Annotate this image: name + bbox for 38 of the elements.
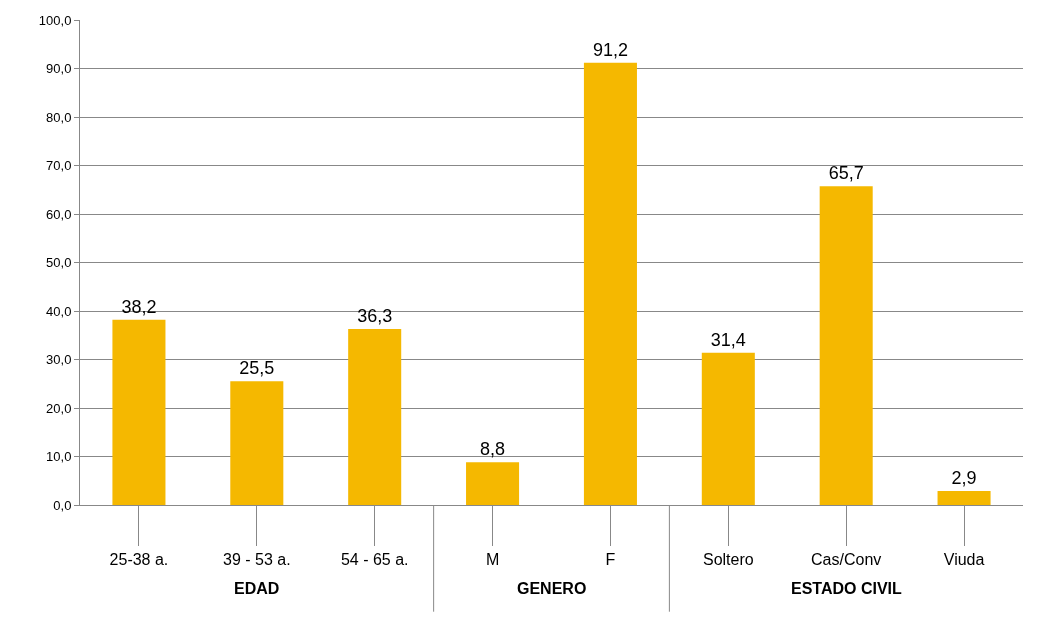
x-tick-label: Soltero [702,551,754,569]
data-label: 25,5 [239,358,275,379]
y-tick-label: 60,0 [46,206,72,222]
y-tick-label: 70,0 [46,158,72,174]
bar [112,319,166,505]
data-label: 65,7 [828,163,864,184]
data-label: 8,8 [480,439,506,460]
y-tick-label: 0,0 [53,497,72,513]
x-tick-label: Cas/Conv [811,551,882,569]
data-label: 91,2 [592,39,628,60]
text: ESTADO CIVIL [791,580,903,597]
y-tick-label: 10,0 [46,449,72,465]
bar [348,328,402,505]
y-tick-label: 30,0 [46,352,72,368]
y-tick-label: 90,0 [46,61,72,77]
data-label: 36,3 [357,305,393,326]
bar [701,352,755,505]
y-tick-label: 100,0 [38,12,72,28]
x-tick-label: M [485,551,500,569]
data-label: 38,2 [121,296,157,317]
x-tick-label: F [605,551,616,569]
x-tick-label: 39 - 53 a. [223,551,291,569]
x-tick-label: 54 - 65 a. [340,551,409,569]
x-tick-label: 25-38 a. [109,551,169,569]
bar [819,186,873,505]
bar [230,381,284,505]
y-tick-label: 50,0 [46,255,72,271]
y-tick-label: 40,0 [46,303,72,319]
bar [937,490,991,505]
y-tick-label: 80,0 [46,109,72,125]
text: EDAD [234,580,280,597]
text: GENERO [517,580,587,597]
data-label: 2,9 [951,467,977,488]
bar [583,62,637,505]
x-tick-label: Viuda [943,551,985,569]
data-label: 31,4 [710,329,746,350]
y-tick-label: 20,0 [46,400,72,416]
bar [466,462,520,505]
